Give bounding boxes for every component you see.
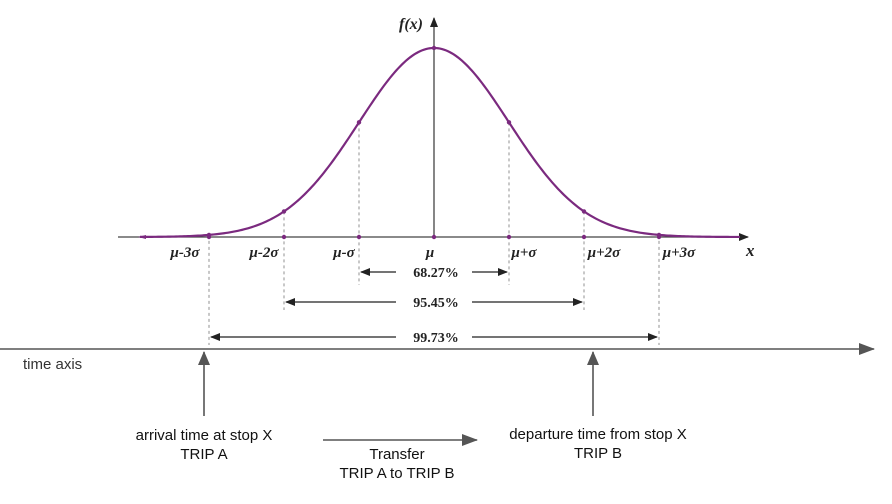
axis-dot [281, 234, 287, 240]
transfer-label-line1: Transfer [369, 446, 424, 463]
axis-dot [656, 234, 662, 240]
tick-label: μ-3σ [170, 245, 201, 261]
curve-points [206, 45, 662, 240]
curve-dot [506, 120, 512, 125]
interval-label: 99.73% [413, 331, 459, 346]
interval-label: 95.45% [413, 296, 459, 311]
sigma-tick-labels: μ-3σ μ-2σ μ-σ μ μ+σ μ+2σ μ+3σ [170, 245, 697, 261]
axis-dot [506, 234, 512, 240]
tick-label: μ-σ [332, 245, 355, 261]
percent-intervals: 68.27% 95.45% 99.73% [210, 266, 658, 346]
tick-label: μ+3σ [662, 245, 696, 261]
y-axis-label: f(x) [399, 16, 423, 33]
curve-dot [431, 45, 437, 51]
curve-left-tail-arrow [138, 235, 146, 239]
curve-dot [356, 120, 362, 125]
axis-dot [356, 234, 362, 240]
departure-label-line2: TRIP B [574, 445, 622, 462]
interval-label: 68.27% [413, 266, 459, 281]
curve-dot [581, 209, 587, 214]
departure-label-line1: departure time from stop X [509, 426, 687, 443]
transfer-label-line2: TRIP A to TRIP B [339, 465, 454, 482]
bell-curve [139, 46, 740, 239]
tick-label: μ [425, 245, 434, 261]
axis-dot [581, 234, 587, 240]
tick-label: μ+σ [511, 245, 538, 261]
x-axis-label: x [745, 241, 755, 260]
tick-label: μ-2σ [249, 245, 280, 261]
time-axis-label: time axis [23, 356, 82, 373]
curve-dot [281, 209, 287, 214]
axis-dot [206, 234, 212, 240]
tick-label: μ+2σ [587, 245, 621, 261]
axis-dot [431, 234, 437, 240]
arrival-label-line1: arrival time at stop X [136, 427, 273, 444]
sigma-guide-lines [208, 122, 660, 345]
arrival-label-line2: TRIP A [180, 446, 227, 463]
